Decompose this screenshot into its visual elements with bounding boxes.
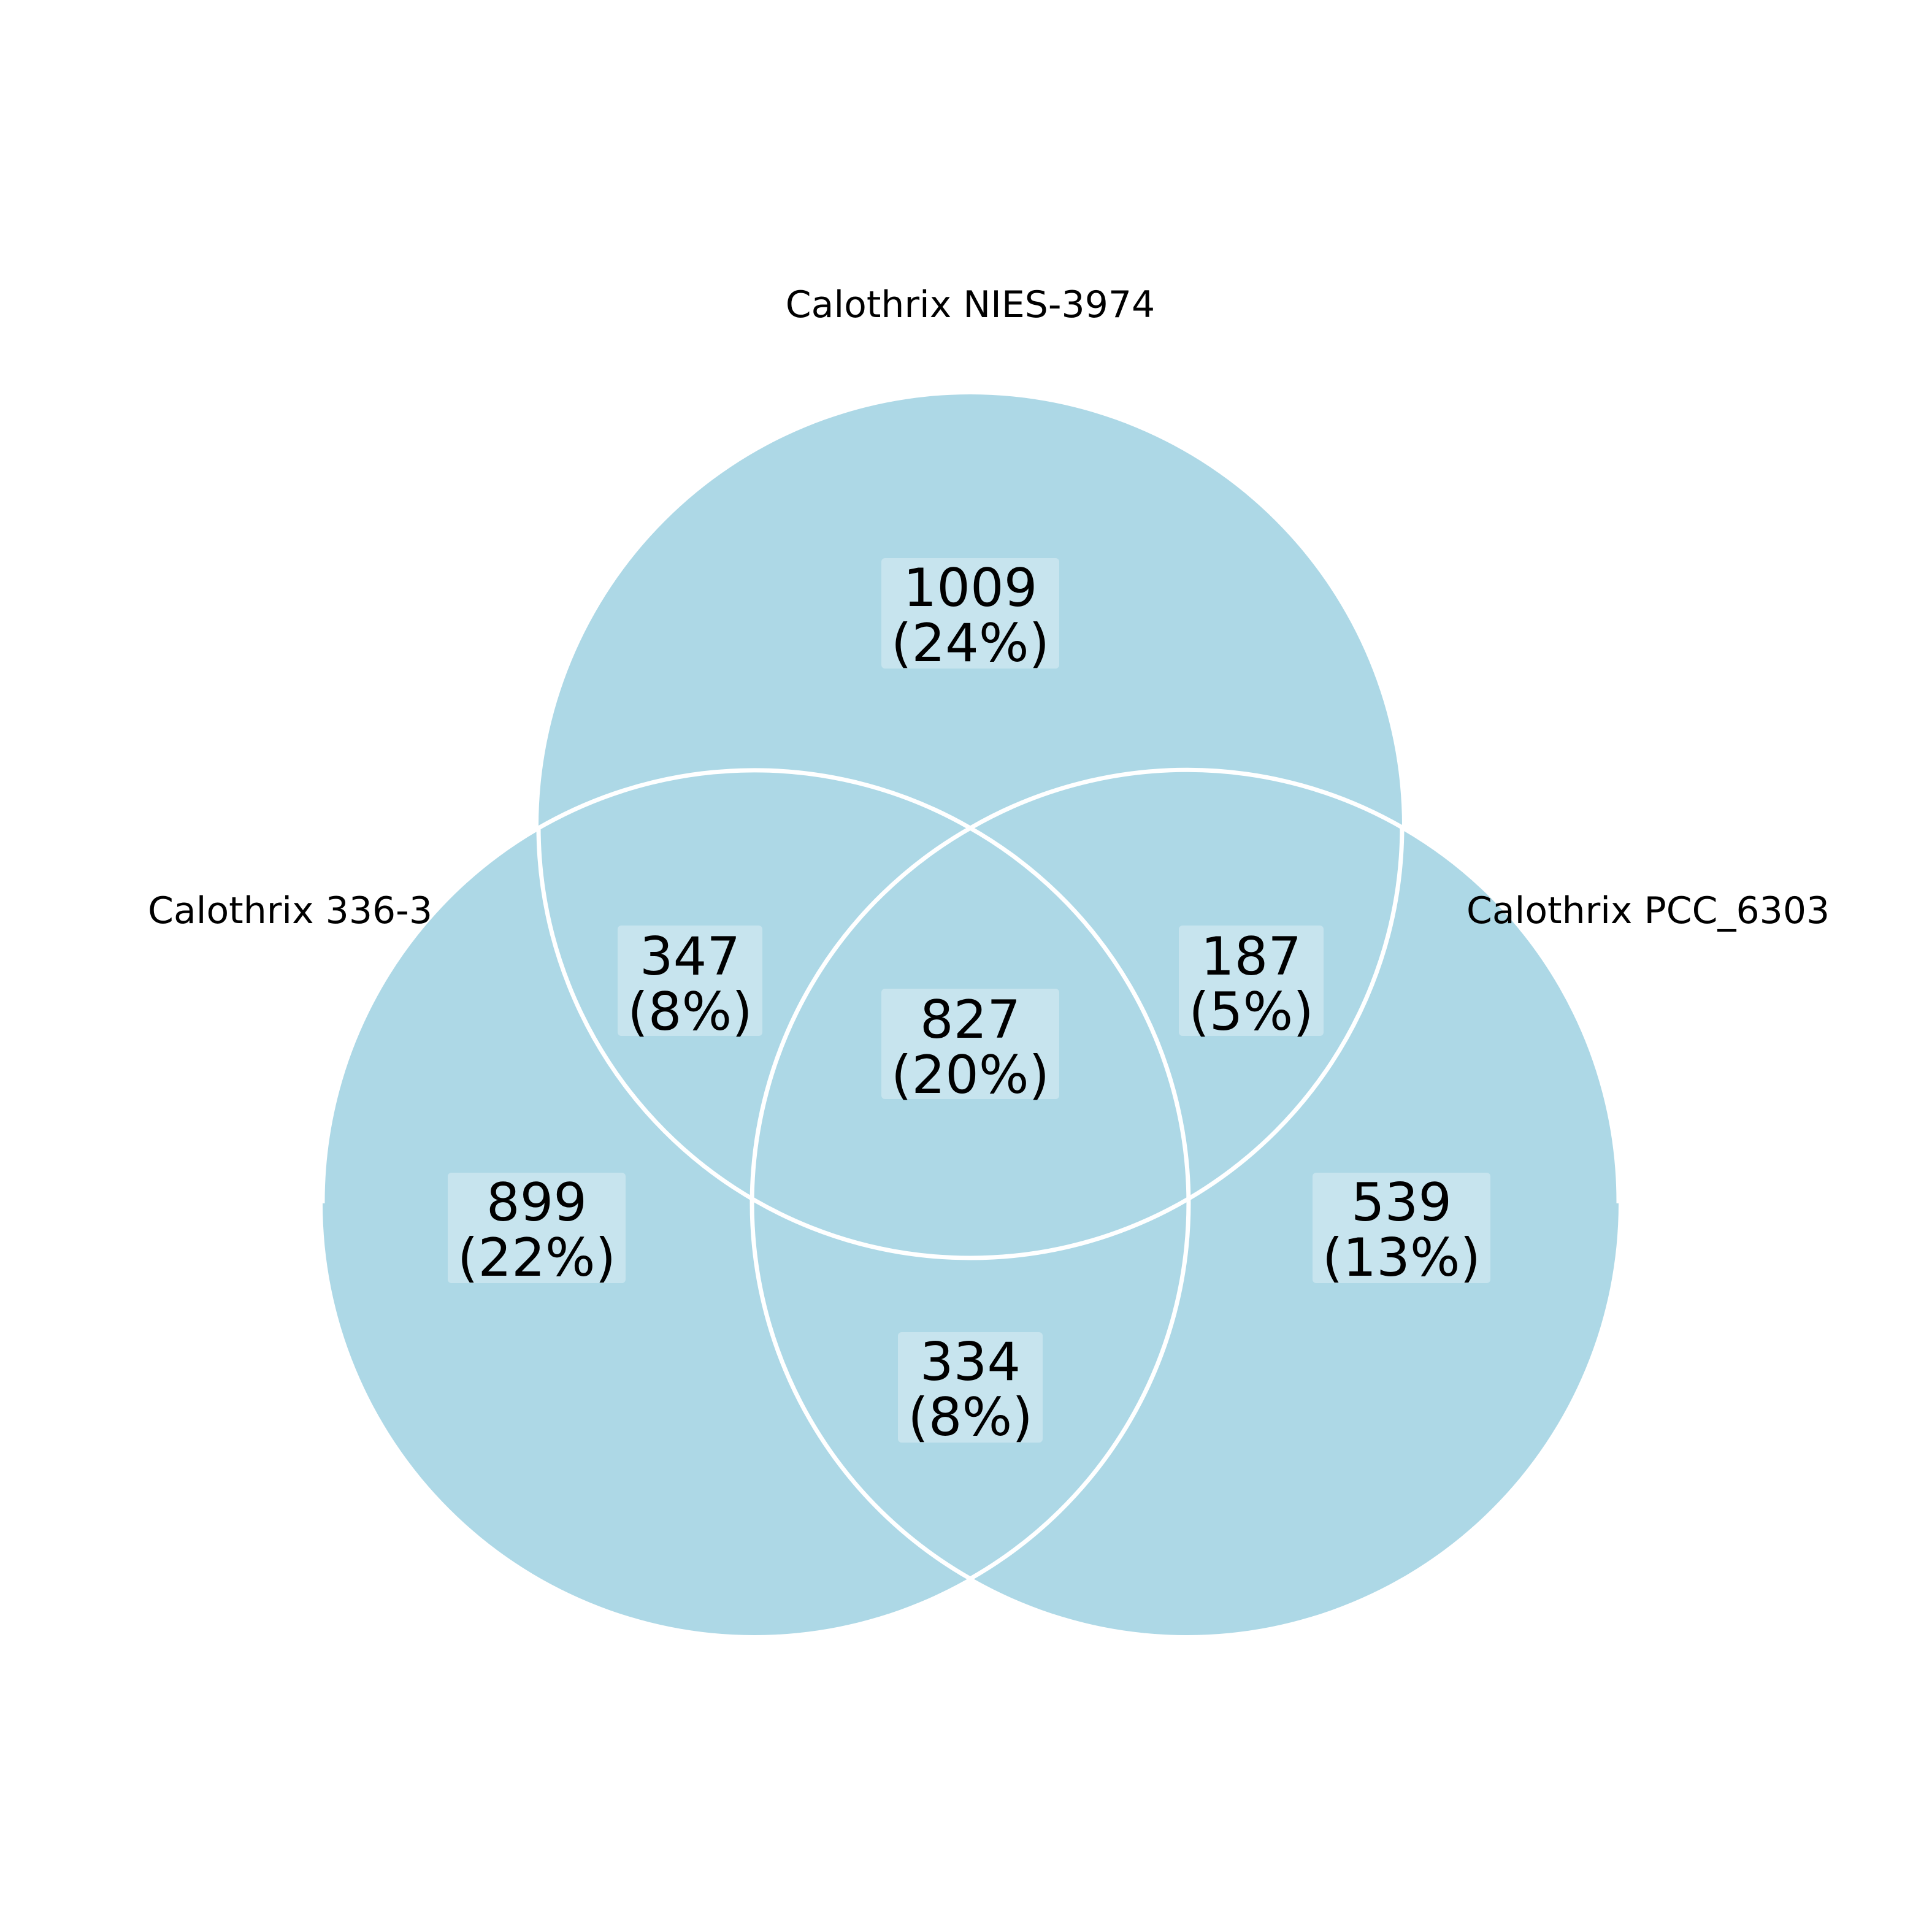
set-label-top: Calothrix NIES-3974 bbox=[786, 283, 1155, 326]
region-percent: (24%) bbox=[891, 613, 1049, 674]
region-percent: (8%) bbox=[627, 981, 753, 1043]
region-count: 539 bbox=[1351, 1172, 1452, 1233]
region-count: 1009 bbox=[903, 558, 1038, 619]
region-left-right: 334 (8%) bbox=[898, 1332, 1043, 1448]
region-percent: (22%) bbox=[458, 1227, 616, 1289]
region-count: 334 bbox=[920, 1332, 1021, 1393]
region-count: 827 bbox=[920, 989, 1021, 1051]
region-count: 899 bbox=[486, 1172, 587, 1233]
set-label-left: Calothrix 336-3 bbox=[148, 889, 432, 932]
region-percent: (13%) bbox=[1322, 1227, 1481, 1289]
region-percent: (8%) bbox=[908, 1387, 1033, 1448]
region-count: 347 bbox=[640, 926, 740, 987]
set-label-right: Calothrix PCC_6303 bbox=[1466, 889, 1830, 932]
region-center: 827 (20%) bbox=[881, 989, 1059, 1106]
region-percent: (20%) bbox=[891, 1045, 1049, 1106]
region-top-only: 1009 (24%) bbox=[881, 558, 1059, 674]
region-left-top: 347 (8%) bbox=[618, 926, 762, 1043]
region-percent: (5%) bbox=[1189, 981, 1314, 1043]
region-right-top: 187 (5%) bbox=[1179, 926, 1324, 1043]
region-left-only: 899 (22%) bbox=[448, 1172, 626, 1289]
region-count: 187 bbox=[1201, 926, 1301, 987]
region-right-only: 539 (13%) bbox=[1313, 1172, 1490, 1289]
